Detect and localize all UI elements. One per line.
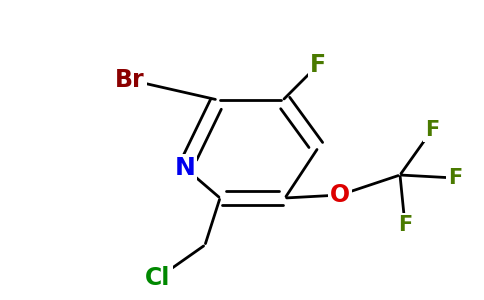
Text: N: N	[175, 156, 196, 180]
Text: Br: Br	[115, 68, 145, 92]
Text: Cl: Cl	[145, 266, 171, 290]
Text: F: F	[310, 53, 326, 77]
Text: F: F	[425, 120, 439, 140]
Text: F: F	[448, 168, 462, 188]
Text: F: F	[398, 215, 412, 235]
Text: O: O	[330, 183, 350, 207]
